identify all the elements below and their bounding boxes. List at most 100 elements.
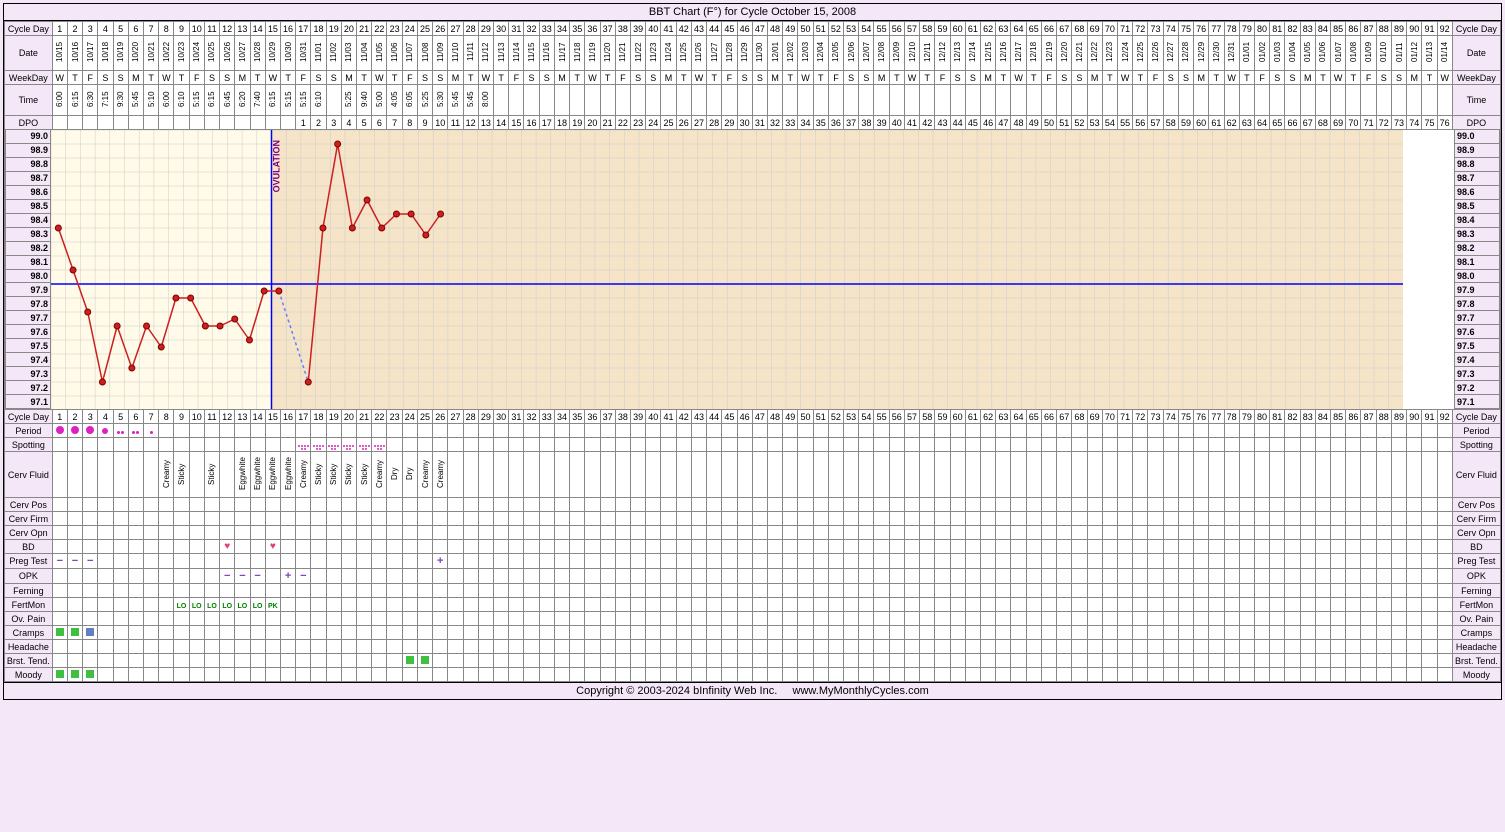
cell-pregTest-92 (1437, 554, 1452, 569)
cell-opk-78 (1224, 569, 1239, 584)
cell-weekday-47: S (752, 71, 767, 85)
cell-ferning-11 (204, 584, 219, 598)
cell-cycleDay-24: 24 (402, 22, 417, 36)
cell-spotting-37 (600, 438, 615, 452)
cell-cramps-47 (752, 626, 767, 640)
cell-opk-62 (981, 569, 996, 584)
cell-opk-69 (1087, 569, 1102, 584)
cell-pregTest-11 (204, 554, 219, 569)
cell-cervOpn-82 (1285, 526, 1300, 540)
cell-period-1 (52, 424, 67, 438)
cell-bd-57 (904, 540, 919, 554)
cell-bd-68 (1072, 540, 1087, 554)
cell-ferning-54 (859, 584, 874, 598)
cell-ovPain-78 (1224, 612, 1239, 626)
cell-opk-60 (950, 569, 965, 584)
cell-ovPain-77 (1209, 612, 1224, 626)
row-label-pregTest: Preg Test (5, 554, 53, 569)
cell-cramps-41 (661, 626, 676, 640)
cell-bd-28 (463, 540, 478, 554)
cell-ovPain-4 (98, 612, 113, 626)
cell-ovPain-9 (174, 612, 189, 626)
cell-headache-79 (1239, 640, 1254, 654)
cell-bd-50 (798, 540, 813, 554)
cell-cramps-48 (767, 626, 782, 640)
cell-bd-29 (478, 540, 493, 554)
cell-cycleDay-83: 83 (1300, 410, 1315, 424)
cell-weekday-73: F (1148, 71, 1163, 85)
cell-dpo-59: 43 (935, 116, 950, 130)
cell-dpo-36: 20 (585, 116, 600, 130)
cell-cycleDay-34: 34 (554, 22, 569, 36)
cell-fertMon-1 (52, 598, 67, 612)
cell-cervPos-57 (904, 498, 919, 512)
cell-pregTest-28 (463, 554, 478, 569)
cell-pregTest-26: + (433, 554, 448, 569)
cell-weekday-23: T (387, 71, 402, 85)
cell-spotting-34 (554, 438, 569, 452)
cell-spotting-86 (1346, 438, 1361, 452)
cell-fertMon-77 (1209, 598, 1224, 612)
cell-cervFirm-50 (798, 512, 813, 526)
cell-ferning-45 (722, 584, 737, 598)
cell-headache-66 (1041, 640, 1056, 654)
cell-brstTend-7 (143, 654, 158, 668)
cell-cycleDay-42: 42 (676, 22, 691, 36)
cell-opk-21 (357, 569, 372, 584)
cell-cervFluid-22: Creamy (372, 452, 387, 498)
cell-brstTend-2 (67, 654, 82, 668)
cell-date-44: 11/27 (707, 36, 722, 71)
cell-ferning-31 (509, 584, 524, 598)
cell-cervOpn-11 (204, 526, 219, 540)
cell-spotting-15 (265, 438, 280, 452)
cell-cycleDay-19: 19 (326, 22, 341, 36)
cell-brstTend-91 (1422, 654, 1437, 668)
cell-bd-27 (448, 540, 463, 554)
cell-cramps-1 (52, 626, 67, 640)
cell-cervOpn-83 (1300, 526, 1315, 540)
cell-cervFluid-30 (494, 452, 509, 498)
cell-headache-72 (1133, 640, 1148, 654)
cell-cramps-81 (1270, 626, 1285, 640)
cell-cycleDay-92: 92 (1437, 410, 1452, 424)
cell-pregTest-65 (1026, 554, 1041, 569)
cell-cervFluid-7 (143, 452, 158, 498)
cell-ferning-57 (904, 584, 919, 598)
cell-ovPain-54 (859, 612, 874, 626)
cell-opk-56 (889, 569, 904, 584)
cell-moody-12 (220, 668, 235, 682)
cell-bd-52 (828, 540, 843, 554)
cell-fertMon-91 (1422, 598, 1437, 612)
cell-cycleDay-23: 23 (387, 410, 402, 424)
cell-cramps-32 (524, 626, 539, 640)
cell-cycleDay-29: 29 (478, 22, 493, 36)
cell-opk-6 (128, 569, 143, 584)
cell-cervFirm-73 (1148, 512, 1163, 526)
cell-headache-45 (722, 640, 737, 654)
cell-weekday-55: M (874, 71, 889, 85)
cell-weekday-82: S (1285, 71, 1300, 85)
cell-ovPain-13 (235, 612, 250, 626)
cell-ovPain-39 (630, 612, 645, 626)
cell-fertMon-55 (874, 598, 889, 612)
cell-dpo-25: 9 (417, 116, 432, 130)
cell-moody-22 (372, 668, 387, 682)
cell-cervFluid-78 (1224, 452, 1239, 498)
chart-title: BBT Chart (F°) for Cycle October 15, 200… (4, 4, 1501, 21)
cell-weekday-78: W (1224, 71, 1239, 85)
cell-cycleDay-53: 53 (844, 410, 859, 424)
cell-cervFluid-53 (844, 452, 859, 498)
cell-weekday-58: T (920, 71, 935, 85)
cell-pregTest-7 (143, 554, 158, 569)
cell-ovPain-61 (965, 612, 980, 626)
cell-time-28: 5:45 (463, 85, 478, 116)
cell-time-6: 5:45 (128, 85, 143, 116)
cell-cervOpn-38 (615, 526, 630, 540)
cell-cervFluid-32 (524, 452, 539, 498)
cell-headache-42 (676, 640, 691, 654)
cell-fertMon-22 (372, 598, 387, 612)
cell-date-9: 10/23 (174, 36, 189, 71)
cell-ovPain-88 (1376, 612, 1391, 626)
cell-weekday-90: M (1407, 71, 1422, 85)
cell-date-14: 10/28 (250, 36, 265, 71)
